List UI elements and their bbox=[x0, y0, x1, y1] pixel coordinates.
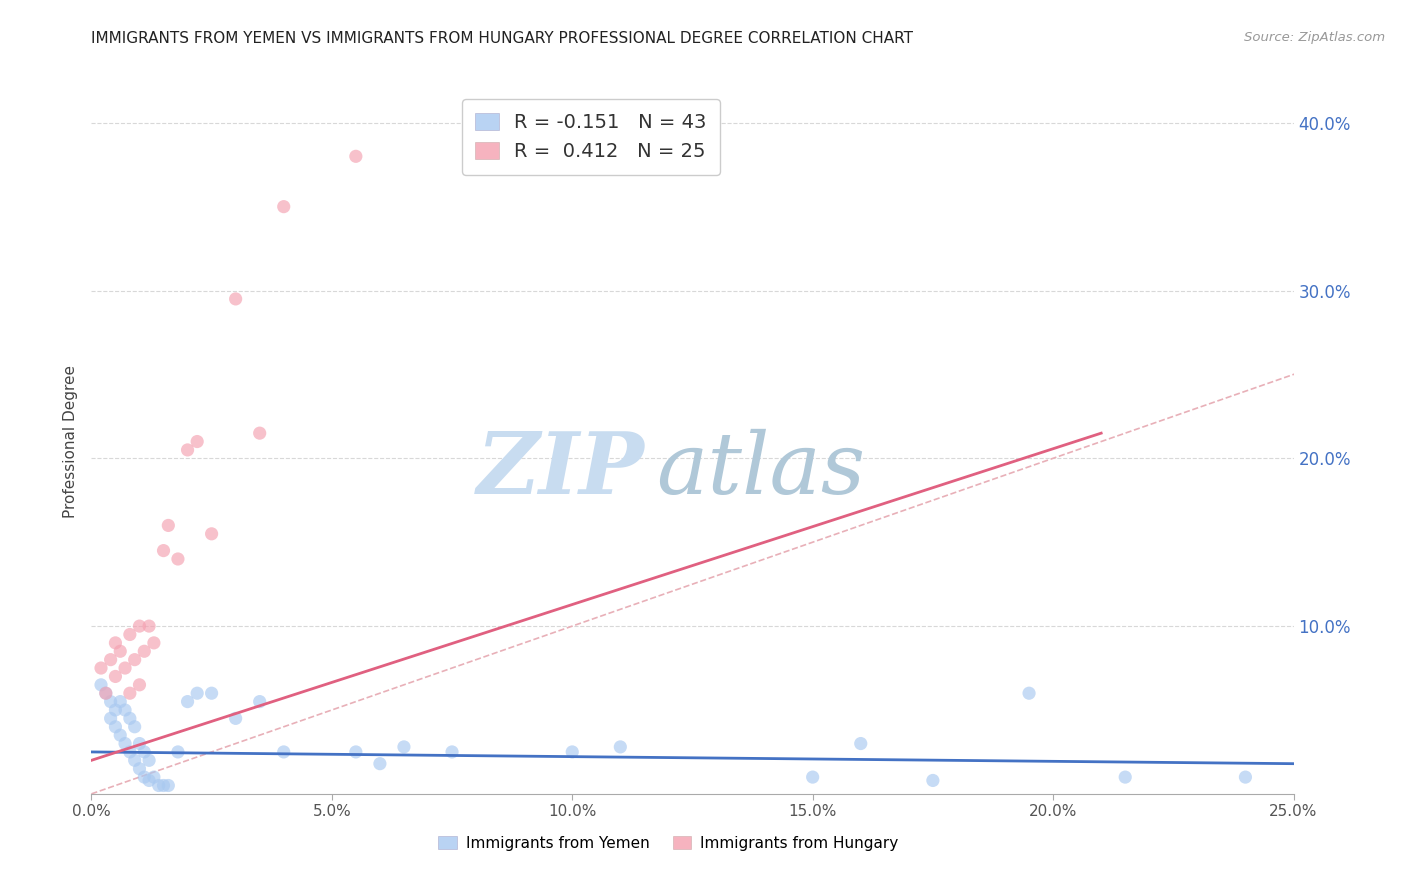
Point bbox=[801, 770, 824, 784]
Text: atlas: atlas bbox=[657, 428, 866, 511]
Point bbox=[104, 636, 127, 650]
Point bbox=[104, 720, 127, 734]
Point bbox=[138, 773, 160, 788]
Text: IMMIGRANTS FROM YEMEN VS IMMIGRANTS FROM HUNGARY PROFESSIONAL DEGREE CORRELATION: IMMIGRANTS FROM YEMEN VS IMMIGRANTS FROM… bbox=[91, 31, 914, 46]
Point bbox=[249, 695, 271, 709]
Point bbox=[114, 737, 136, 751]
Point bbox=[249, 426, 271, 441]
Point bbox=[148, 779, 170, 793]
Point bbox=[110, 644, 132, 658]
Point bbox=[176, 442, 198, 457]
Point bbox=[273, 745, 295, 759]
Point bbox=[114, 661, 136, 675]
Point bbox=[152, 779, 174, 793]
Point bbox=[124, 720, 146, 734]
Point bbox=[94, 686, 117, 700]
Point bbox=[138, 753, 160, 767]
Point bbox=[128, 678, 150, 692]
Point bbox=[186, 434, 208, 449]
Point bbox=[440, 745, 463, 759]
Point bbox=[118, 627, 141, 641]
Legend: Immigrants from Yemen, Immigrants from Hungary: Immigrants from Yemen, Immigrants from H… bbox=[432, 830, 904, 856]
Point bbox=[157, 779, 180, 793]
Point bbox=[118, 745, 141, 759]
Point bbox=[118, 686, 141, 700]
Point bbox=[114, 703, 136, 717]
Point bbox=[225, 711, 247, 725]
Point bbox=[128, 619, 150, 633]
Point bbox=[368, 756, 391, 771]
Point bbox=[118, 711, 141, 725]
Point bbox=[273, 200, 295, 214]
Point bbox=[90, 678, 112, 692]
Point bbox=[100, 653, 122, 667]
Point bbox=[124, 653, 146, 667]
Point bbox=[124, 753, 146, 767]
Point bbox=[128, 737, 150, 751]
Point bbox=[100, 711, 122, 725]
Point bbox=[94, 686, 117, 700]
Point bbox=[1234, 770, 1257, 784]
Point bbox=[1114, 770, 1136, 784]
Point bbox=[1018, 686, 1040, 700]
Text: Source: ZipAtlas.com: Source: ZipAtlas.com bbox=[1244, 31, 1385, 45]
Point bbox=[225, 292, 247, 306]
Point bbox=[110, 695, 132, 709]
Point bbox=[609, 739, 631, 754]
Point bbox=[134, 745, 156, 759]
Point bbox=[392, 739, 415, 754]
Point bbox=[104, 669, 127, 683]
Point bbox=[138, 619, 160, 633]
Point bbox=[100, 695, 122, 709]
Point bbox=[176, 695, 198, 709]
Point bbox=[186, 686, 208, 700]
Point bbox=[167, 552, 190, 566]
Point bbox=[152, 543, 174, 558]
Point bbox=[142, 770, 165, 784]
Point bbox=[201, 686, 224, 700]
Text: ZIP: ZIP bbox=[477, 428, 644, 511]
Point bbox=[201, 526, 224, 541]
Point bbox=[134, 770, 156, 784]
Point bbox=[849, 737, 872, 751]
Point bbox=[110, 728, 132, 742]
Y-axis label: Professional Degree: Professional Degree bbox=[62, 365, 77, 518]
Point bbox=[922, 773, 945, 788]
Point bbox=[104, 703, 127, 717]
Point bbox=[167, 745, 190, 759]
Point bbox=[344, 149, 367, 163]
Point bbox=[561, 745, 583, 759]
Point bbox=[134, 644, 156, 658]
Point bbox=[90, 661, 112, 675]
Point bbox=[142, 636, 165, 650]
Point bbox=[344, 745, 367, 759]
Point bbox=[128, 762, 150, 776]
Point bbox=[157, 518, 180, 533]
